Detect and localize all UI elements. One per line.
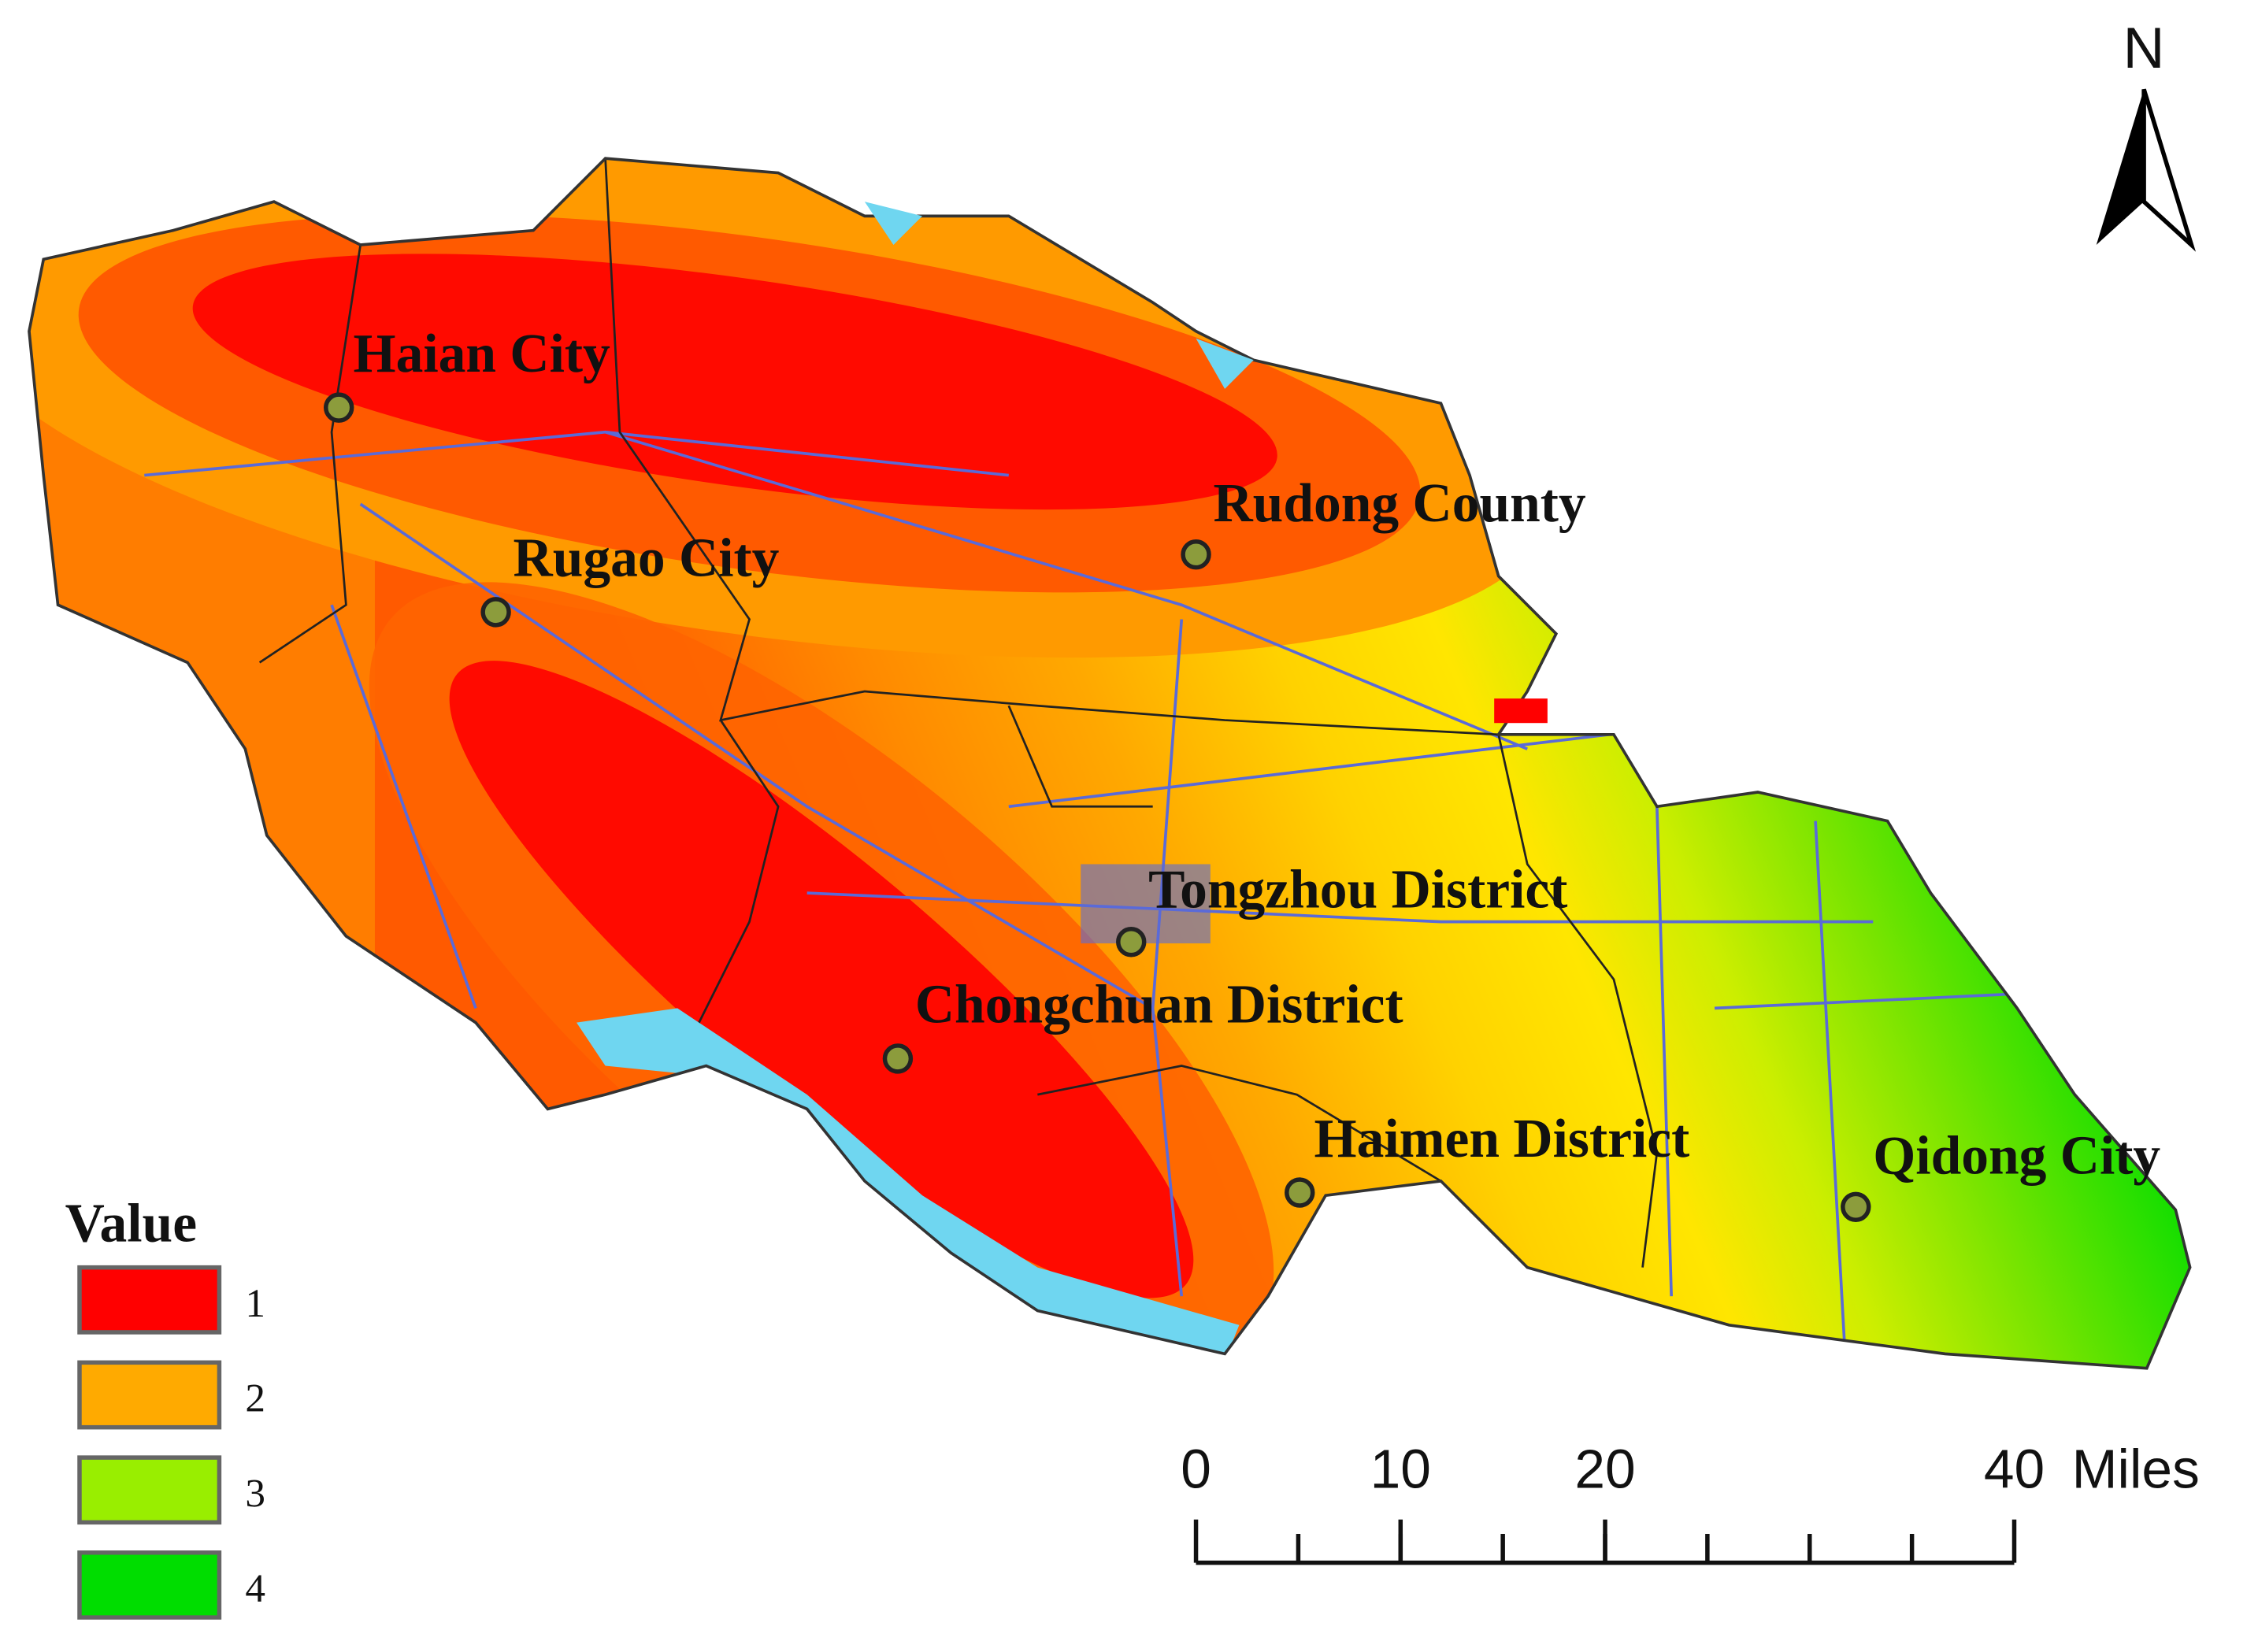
place-dot (324, 392, 354, 423)
place-dot (480, 597, 511, 628)
place-label: Rudong County (1214, 473, 1586, 534)
scale-tick-label: 40 (1984, 1438, 2045, 1499)
place-dot (1181, 539, 1211, 570)
roads (144, 430, 2018, 1340)
legend-swatch (77, 1265, 222, 1335)
place-label: Tongzhou District (1148, 859, 1567, 920)
marker-box (1494, 698, 1548, 724)
legend-swatch (77, 1455, 222, 1525)
places: Haian City Rugao City Rudong County Tong… (324, 324, 2160, 1223)
place-label: Haimen District (1314, 1109, 1690, 1169)
arrow-right (2141, 88, 2197, 252)
place-dot (1285, 1177, 1315, 1208)
legend: Value 1 2 3 4 (65, 1194, 265, 1620)
legend-swatch (77, 1550, 222, 1620)
scale-tick-label: 0 (1181, 1438, 1211, 1499)
legend-label: 1 (245, 1281, 265, 1326)
band (449, 661, 1194, 1298)
place-label: Haian City (354, 324, 611, 384)
scale-bar: Miles 0 10 20 40 (1181, 1438, 2200, 1565)
place-label: Rugao City (514, 528, 780, 589)
place-dot (1841, 1191, 1871, 1223)
legend-swatch (77, 1360, 222, 1430)
scale-tick-label: 20 (1574, 1438, 1635, 1499)
urban-area (1081, 864, 1211, 944)
water (864, 202, 1254, 389)
north-label: N (2123, 16, 2165, 80)
legend-label: 3 (245, 1471, 265, 1516)
legend-title: Value (65, 1194, 197, 1254)
legend-label: 4 (245, 1566, 265, 1611)
scale-unit: Miles (2072, 1438, 2200, 1499)
scale-tick-label: 10 (1370, 1438, 1431, 1499)
place-dot (882, 1043, 914, 1074)
place-label: Qidong City (1873, 1126, 2160, 1187)
north-arrow: N (2096, 16, 2197, 252)
arrow-left (2096, 89, 2145, 245)
legend-label: 2 (245, 1376, 265, 1421)
band (192, 254, 1277, 510)
place-label: Chongchuan District (915, 975, 1403, 1035)
district-borders (258, 158, 1659, 1268)
place-dot (1116, 927, 1147, 957)
